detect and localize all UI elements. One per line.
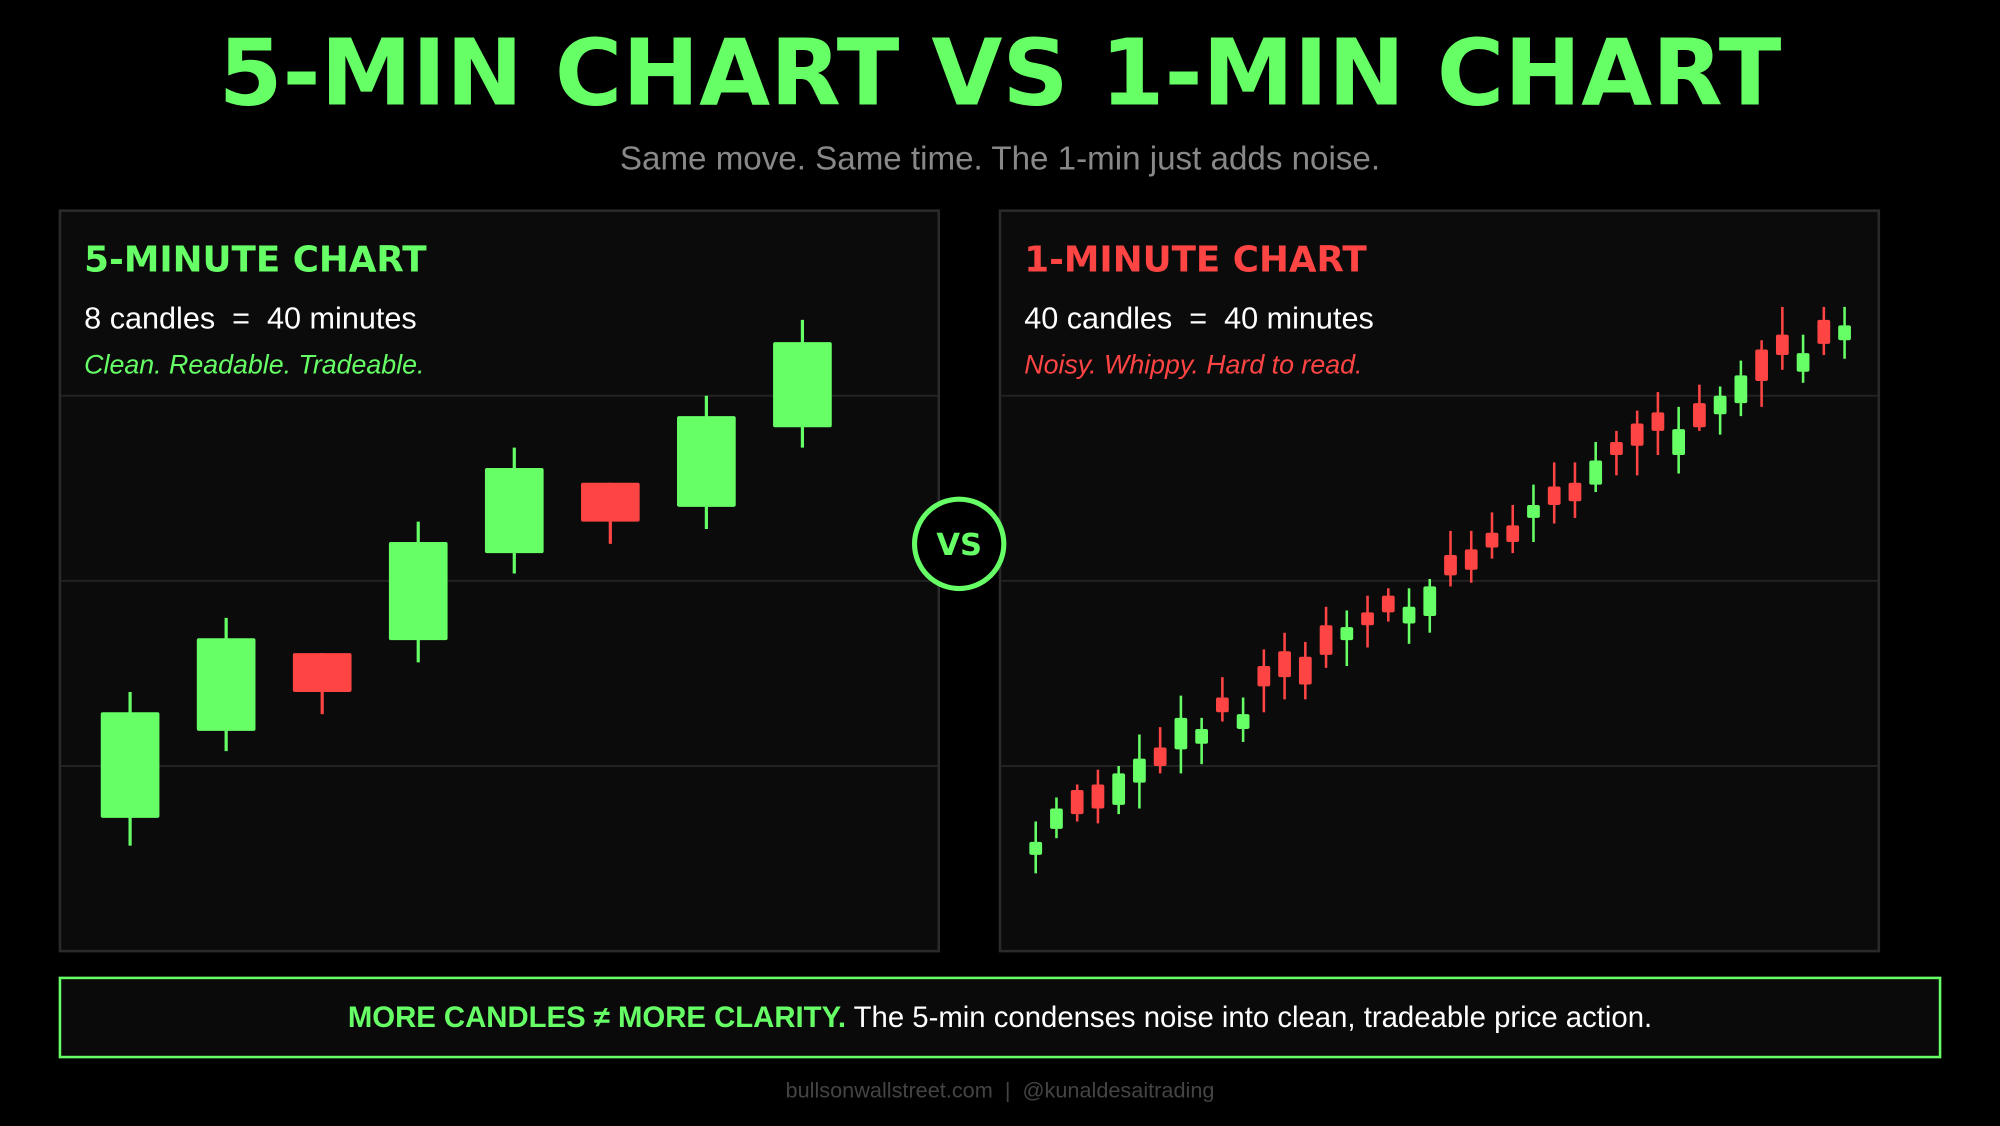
panel-subtitle: 40 candles = 40 minutes bbox=[1024, 302, 1374, 336]
candle-body bbox=[1381, 595, 1395, 613]
candle-body bbox=[1817, 319, 1831, 344]
candle-body bbox=[1485, 532, 1499, 548]
candle-body bbox=[1610, 442, 1623, 455]
candle-body bbox=[1091, 784, 1105, 809]
candle-body bbox=[1527, 504, 1540, 518]
candle-body bbox=[100, 712, 160, 818]
footer: bullsonwallstreet.com | @kunaldesaitradi… bbox=[786, 1077, 1215, 1102]
vs-badge bbox=[911, 496, 1007, 592]
panel-title: 1-MINUTE CHART bbox=[1024, 240, 1367, 281]
candle-body bbox=[773, 342, 832, 428]
candle-body bbox=[1838, 325, 1851, 341]
candle-body bbox=[1547, 486, 1561, 505]
candle-body bbox=[1734, 375, 1748, 404]
candle-body bbox=[1796, 353, 1810, 372]
panel-caption: Clean. Readable. Tradeable. bbox=[84, 349, 424, 379]
candle-body bbox=[1755, 349, 1768, 381]
candle-body bbox=[1775, 334, 1789, 356]
candle-body bbox=[1630, 423, 1644, 446]
candle-body bbox=[1589, 460, 1603, 485]
candle-body bbox=[292, 653, 352, 692]
candle-body bbox=[1236, 714, 1250, 729]
banner-emphasis: MORE CANDLES ≠ MORE CLARITY. bbox=[348, 1001, 846, 1034]
candle-body bbox=[388, 541, 448, 641]
candle-body bbox=[1195, 728, 1209, 744]
candle-body bbox=[1153, 747, 1167, 766]
candle-body bbox=[1029, 841, 1043, 855]
banner-body: The 5-min condenses noise into clean, tr… bbox=[846, 1001, 1652, 1034]
candle-body bbox=[1298, 656, 1312, 685]
candle-body bbox=[1651, 412, 1665, 431]
candle-body bbox=[1174, 717, 1188, 750]
candle-body bbox=[1402, 606, 1416, 624]
candle-body bbox=[677, 416, 736, 507]
banner-frame bbox=[58, 976, 1942, 1059]
subtitle: Same move. Same time. The 1-min just add… bbox=[620, 141, 1380, 178]
candle-body bbox=[1319, 625, 1333, 655]
panel-title: 5-MINUTE CHART bbox=[84, 240, 427, 281]
candle-body bbox=[1215, 697, 1229, 713]
candle-body bbox=[1423, 586, 1437, 617]
candle-body bbox=[1444, 554, 1457, 576]
candle-body bbox=[1278, 651, 1291, 678]
candle-body bbox=[1112, 773, 1126, 805]
candle-body bbox=[580, 482, 640, 522]
candle-body bbox=[1361, 612, 1374, 626]
candle-body bbox=[484, 467, 544, 554]
banner-text: MORE CANDLES ≠ MORE CLARITY. The 5-min c… bbox=[348, 1001, 1652, 1034]
candle-body bbox=[1340, 627, 1354, 641]
candle-body bbox=[196, 638, 256, 731]
panel-subtitle: 8 candles = 40 minutes bbox=[84, 302, 417, 336]
candle-body bbox=[1070, 790, 1084, 815]
candle-body bbox=[1672, 429, 1686, 455]
candle-body bbox=[1568, 482, 1582, 502]
candle-body bbox=[1713, 395, 1727, 415]
candle-body bbox=[1464, 549, 1478, 570]
candle-body bbox=[1506, 525, 1520, 542]
title: 5-MIN CHART VS 1-MIN CHART bbox=[219, 20, 1782, 127]
candle-body bbox=[1133, 758, 1146, 783]
panel-1min: 1-MINUTE CHART 40 candles = 40 minutes N… bbox=[998, 209, 1881, 953]
candle-body bbox=[1257, 666, 1271, 687]
candle-body bbox=[1693, 403, 1706, 428]
candle-body bbox=[1050, 808, 1063, 829]
panel-5min: 5-MINUTE CHART 8 candles = 40 minutes Cl… bbox=[58, 209, 941, 953]
panel-caption: Noisy. Whippy. Hard to read. bbox=[1024, 349, 1362, 379]
vs-label: VS bbox=[936, 528, 982, 563]
